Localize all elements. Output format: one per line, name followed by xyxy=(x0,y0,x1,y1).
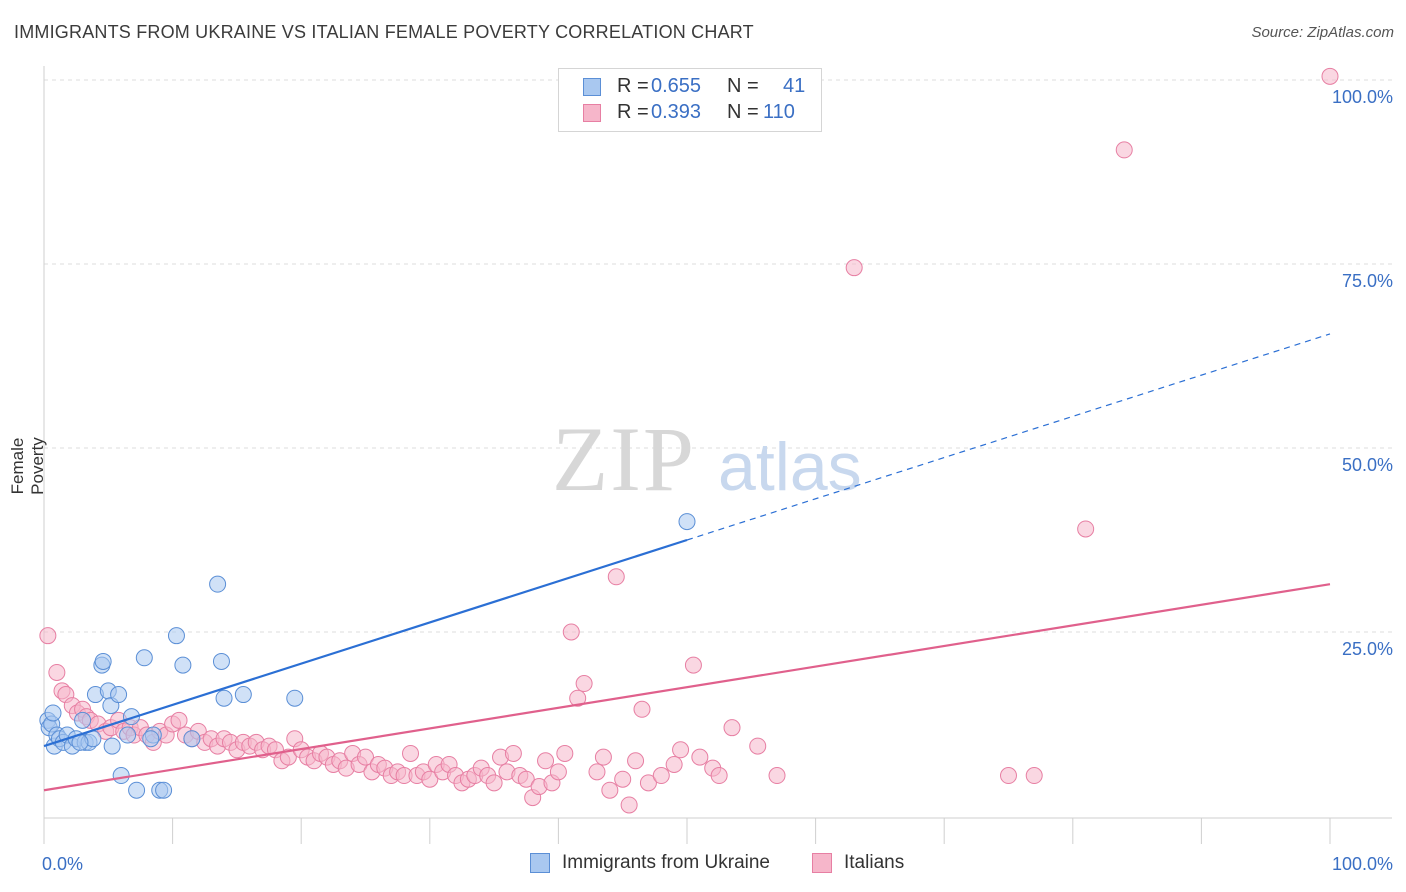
italians-point xyxy=(845,259,863,277)
ukraine-point xyxy=(128,781,146,799)
italians-point xyxy=(1000,767,1017,785)
legend-n-value: 110 xyxy=(763,101,795,123)
italians-point xyxy=(402,744,420,762)
italians-point xyxy=(39,627,57,645)
axes xyxy=(43,66,1392,844)
chart-source: Source: ZipAtlas.com xyxy=(1251,24,1394,41)
y-axis-label: Female Poverty xyxy=(8,437,47,495)
italians-point xyxy=(633,700,651,718)
italians-point xyxy=(1025,767,1043,785)
ukraine-point xyxy=(212,652,230,670)
italians-point xyxy=(614,770,632,788)
italians-point xyxy=(279,748,297,766)
italians-point xyxy=(601,781,619,799)
italians-point xyxy=(672,741,690,759)
italians-point xyxy=(170,711,188,729)
ukraine-point xyxy=(209,575,227,593)
ukraine-point xyxy=(167,627,185,645)
legend-r-value: 0.655 xyxy=(651,75,702,97)
ukraine-point xyxy=(103,737,121,755)
ukraine-point xyxy=(286,689,304,707)
bottom-legend-label: Italians xyxy=(844,852,905,873)
legend-n-label: N = xyxy=(727,75,759,97)
italians-point xyxy=(691,748,709,766)
legend-r-label: R = xyxy=(617,101,649,123)
legend-swatch-pink xyxy=(583,104,601,122)
legend-n-value: 41 xyxy=(783,75,806,97)
italians-point xyxy=(1321,67,1339,85)
ukraine-point xyxy=(119,726,137,744)
ukraine-trend-line xyxy=(43,538,688,748)
ukraine-point xyxy=(44,704,62,722)
correlation-legend: R = 0.655 N = 41 R = 0.393 N = 110 xyxy=(558,68,822,132)
italians-point xyxy=(652,767,670,785)
ukraine-point xyxy=(155,781,173,799)
italians-point xyxy=(562,623,580,641)
italians-point xyxy=(607,568,625,586)
bottom-legend-swatch-pink xyxy=(812,853,832,873)
y-tick-label: 50.0% xyxy=(1342,455,1393,475)
watermark-zip: ZIP xyxy=(552,408,696,510)
gridlines xyxy=(44,79,1392,633)
legend-swatch-blue xyxy=(583,78,601,96)
ukraine-points xyxy=(39,513,696,799)
legend-n-label: N = xyxy=(727,101,759,123)
italians-trend-line xyxy=(43,583,1331,792)
italians-point xyxy=(1115,141,1133,159)
ukraine-trend-extension xyxy=(686,333,1331,541)
ukraine-point xyxy=(112,767,130,785)
italians-point xyxy=(594,748,612,766)
italians-point xyxy=(517,770,535,788)
ukraine-point xyxy=(183,730,201,748)
italians-point xyxy=(504,744,522,762)
ukraine-point xyxy=(174,656,192,674)
italians-point xyxy=(48,663,66,681)
bottom-legend-label: Immigrants from Ukraine xyxy=(562,852,770,873)
legend-r-label: R = xyxy=(617,75,649,97)
italians-point xyxy=(627,752,645,770)
x-tick-label: 100.0% xyxy=(1332,854,1393,874)
italians-point xyxy=(749,737,767,755)
y-tick-label: 100.0% xyxy=(1332,87,1393,107)
italians-point xyxy=(569,689,587,707)
italians-point xyxy=(620,796,638,814)
y-tick-label: 25.0% xyxy=(1342,639,1393,659)
italians-point xyxy=(723,719,741,737)
italians-point xyxy=(556,744,574,762)
tick-labels: 25.0% 50.0% 75.0% 100.0% 0.0% 100.0% xyxy=(42,87,1393,874)
italians-point xyxy=(665,755,683,773)
italians-point xyxy=(588,763,606,781)
ukraine-point xyxy=(135,649,153,667)
chart-title: IMMIGRANTS FROM UKRAINE VS ITALIAN FEMAL… xyxy=(14,22,754,42)
italians-point xyxy=(1077,520,1095,538)
italians-point xyxy=(710,767,728,785)
ukraine-point xyxy=(94,652,112,670)
ukraine-point xyxy=(678,513,696,531)
ukraine-point xyxy=(74,711,92,729)
italians-point xyxy=(537,752,555,770)
ukraine-point xyxy=(215,689,233,707)
italians-point xyxy=(549,763,567,781)
italians-point xyxy=(485,774,503,792)
italians-point xyxy=(684,656,702,674)
italians-point xyxy=(639,774,657,792)
x-tick-label: 0.0% xyxy=(42,854,83,874)
italians-point xyxy=(421,770,439,788)
ukraine-point xyxy=(110,686,128,704)
legend-r-value: 0.393 xyxy=(651,101,702,123)
ukraine-point xyxy=(234,686,252,704)
italians-points xyxy=(39,67,1339,814)
italians-point xyxy=(768,767,786,785)
italians-point xyxy=(357,748,374,766)
bottom-legend-swatch-blue xyxy=(530,853,550,873)
watermark-atlas: atlas xyxy=(718,429,862,505)
trend-lines xyxy=(43,333,1331,792)
ukraine-point xyxy=(142,730,160,748)
y-tick-label: 75.0% xyxy=(1342,271,1393,291)
italians-point xyxy=(575,675,593,693)
